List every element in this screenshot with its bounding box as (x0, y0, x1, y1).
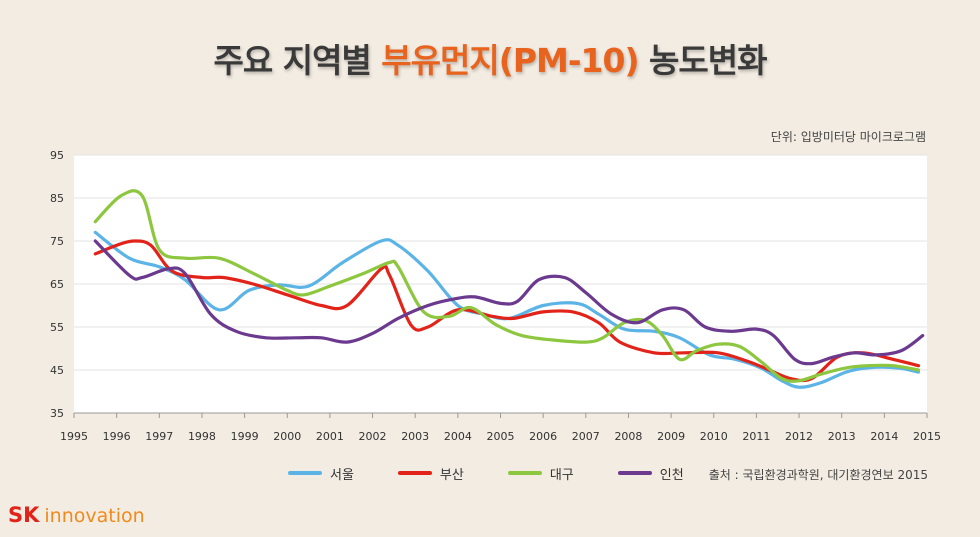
series-line-incheon (93, 239, 925, 366)
y-tick-label-35: 35 (50, 407, 64, 420)
y-tick-label-95: 95 (50, 149, 64, 162)
legend-label: 인천 (659, 467, 684, 483)
legend-label: 서울 (330, 467, 354, 483)
x-tick-label-1997: 1997 (145, 430, 173, 443)
y-tick-label-85: 85 (50, 192, 64, 205)
series-line-daegu (93, 189, 921, 383)
x-tick-label-2001: 2001 (316, 430, 344, 443)
legend-item-daegu: 대구 (507, 464, 574, 483)
source-note: 출처 : 국립환경과학원, 대기환경연보 2015 (708, 468, 928, 482)
x-tick-label-2008: 2008 (614, 430, 642, 443)
legend-item-incheon: 인천 (617, 464, 684, 483)
x-tick-label-2005: 2005 (487, 430, 515, 443)
x-tick-label-2010: 2010 (700, 430, 728, 443)
legend-item-busan: 부산 (397, 464, 464, 483)
x-tick-label-2002: 2002 (359, 430, 387, 443)
y-tick-label-55: 55 (50, 321, 64, 334)
x-tick-label-1996: 1996 (103, 430, 131, 443)
x-tick-label-2015: 2015 (913, 430, 941, 443)
y-tick-label-65: 65 (50, 278, 64, 291)
legend-swatch (617, 471, 652, 475)
brand-logo: SK innovation (8, 503, 145, 527)
x-tick-label-2000: 2000 (273, 430, 301, 443)
title-suffix: 농도변화 (638, 41, 767, 80)
series-line-busan (93, 239, 921, 383)
x-tick-label-2011: 2011 (742, 430, 770, 443)
legend-label: 부산 (439, 467, 464, 483)
x-tick-label-2014: 2014 (870, 430, 898, 443)
y-tick-label-75: 75 (50, 235, 64, 248)
x-tick-label-2006: 2006 (529, 430, 557, 443)
x-tick-label-2007: 2007 (572, 430, 600, 443)
x-tick-label-1995: 1995 (60, 430, 88, 443)
legend-swatch (397, 471, 432, 475)
unit-label: 단위: 입방미터당 마이크로그램 (770, 130, 926, 144)
brand-innovation: innovation (44, 505, 145, 527)
y-tick-label-45: 45 (50, 364, 64, 377)
series-line-seoul (93, 230, 921, 389)
x-tick-label-2012: 2012 (785, 430, 813, 443)
legend: 서울 부산 대구 인천 (288, 463, 728, 483)
legend-label: 대구 (549, 467, 574, 483)
chart-title: 주요 지역별 부유먼지(PM-10) 농도변화 (0, 34, 980, 82)
legend-item-seoul: 서울 (288, 464, 354, 483)
x-tick-label-2009: 2009 (657, 430, 685, 443)
x-tick-label-2003: 2003 (401, 430, 429, 443)
legend-swatch (507, 471, 542, 475)
x-tick-label-1998: 1998 (188, 430, 216, 443)
title-highlight: 부유먼지(PM-10) (381, 41, 639, 80)
brand-sk: SK (8, 503, 40, 527)
x-tick-label-2004: 2004 (444, 430, 472, 443)
x-tick-label-2013: 2013 (828, 430, 856, 443)
x-tick-label-1999: 1999 (231, 430, 259, 443)
title-prefix: 주요 지역별 (213, 41, 382, 80)
legend-swatch (288, 471, 322, 475)
